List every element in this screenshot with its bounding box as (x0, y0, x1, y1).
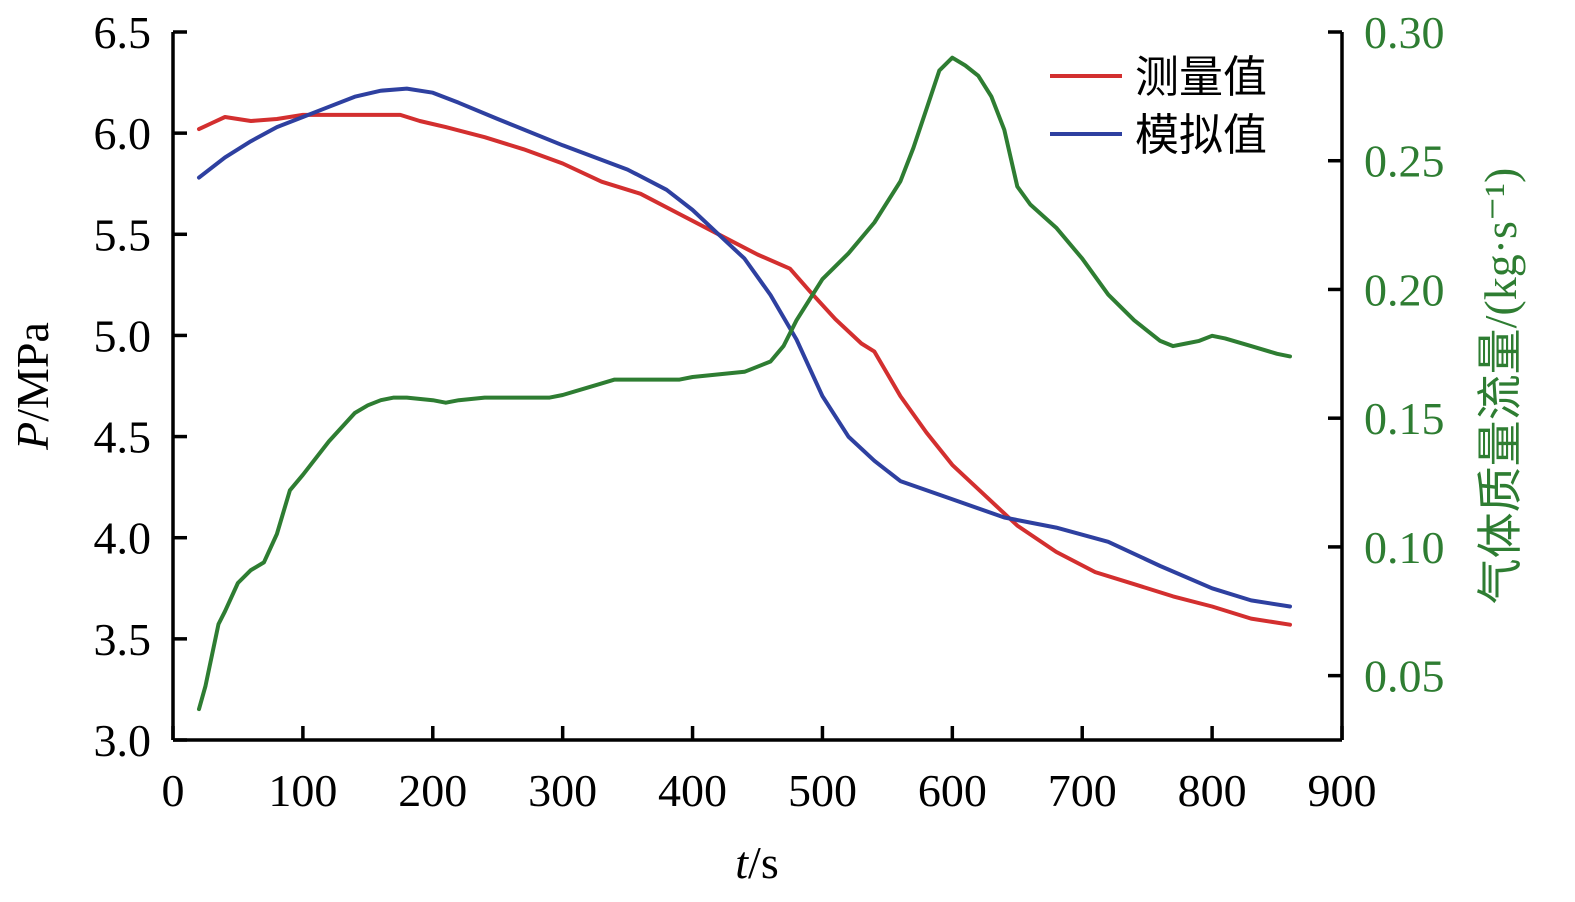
y-tick-label: 4.0 (94, 513, 152, 564)
x-tick-label: 300 (528, 765, 597, 816)
x-tick-label: 400 (658, 765, 727, 816)
y-tick-label: 4.5 (94, 412, 152, 463)
y-ticks-right: 0.05 0.10 0.15 0.20 0.25 0.30 (1328, 7, 1445, 702)
y-tick-label: 5.5 (94, 209, 152, 260)
y2-tick-label: 0.15 (1364, 393, 1445, 444)
legend-label-simulated: 模拟值 (1135, 110, 1267, 161)
series-line-simulated (197, 86, 1292, 609)
y2-tick-label: 0.30 (1364, 7, 1445, 58)
x-tick-label: 700 (1048, 765, 1117, 816)
y2-tick-label: 0.10 (1364, 522, 1445, 573)
y-tick-label: 5.0 (94, 310, 152, 361)
series-line-gas-flow (197, 55, 1292, 712)
y2-tick-label: 0.20 (1364, 264, 1445, 315)
x-axis-label-unit: /s (748, 837, 779, 888)
y2-axis-label: 气体质量流量/(kg·s⁻¹) (1475, 168, 1526, 605)
legend-label-measured: 测量值 (1135, 52, 1267, 103)
x-tick-label: 200 (398, 765, 467, 816)
y-ticks-left: 3.0 3.5 4.0 4.5 5.0 5.5 6.0 6.5 (94, 7, 187, 766)
y2-tick-label: 0.05 (1364, 651, 1445, 702)
y-tick-label: 3.5 (94, 614, 152, 665)
y-axis-label-var: P (7, 422, 58, 451)
x-tick-label: 0 (162, 765, 185, 816)
y2-tick-label: 0.25 (1364, 136, 1445, 187)
series-layer (197, 55, 1292, 712)
x-tick-label: 500 (788, 765, 857, 816)
x-tick-label: 100 (268, 765, 337, 816)
x-tick-label: 900 (1308, 765, 1377, 816)
y-axis-label-unit: /MPa (7, 322, 58, 422)
y-tick-label: 6.5 (94, 7, 152, 58)
x-ticks: 0 100 200 300 400 500 600 700 800 900 (162, 726, 1377, 816)
y-axis-label: P/MPa (7, 322, 58, 451)
legend: 测量值 模拟值 (1050, 52, 1267, 161)
axes (171, 32, 1344, 742)
x-tick-label: 800 (1178, 765, 1247, 816)
y-tick-label: 6.0 (94, 108, 152, 159)
y-tick-label: 3.0 (94, 715, 152, 766)
x-axis-label-var: t (735, 837, 749, 888)
x-axis-label: t/s (735, 837, 778, 888)
x-tick-label: 600 (918, 765, 987, 816)
